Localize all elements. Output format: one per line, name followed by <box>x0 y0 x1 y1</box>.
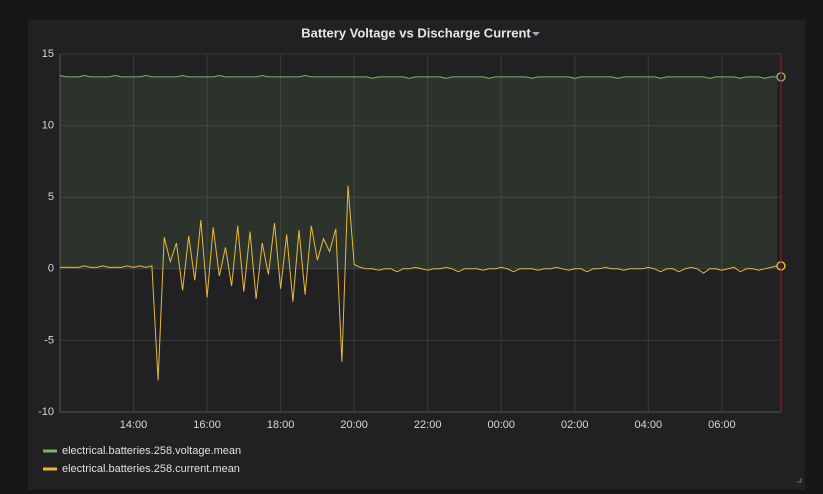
y-tick-label: -10 <box>38 406 54 418</box>
x-tick-label: 06:00 <box>708 419 736 431</box>
y-tick-label: 0 <box>48 263 54 275</box>
x-tick-label: 20:00 <box>340 419 368 431</box>
series-line <box>60 185 778 381</box>
x-tick-label: 04:00 <box>635 419 663 431</box>
y-tick-label: 5 <box>48 191 54 203</box>
x-tick-label: 16:00 <box>193 419 221 431</box>
y-tick-label: 10 <box>42 120 54 132</box>
x-tick-label: 14:00 <box>120 419 148 431</box>
series-area <box>60 75 777 269</box>
panel-title[interactable]: Battery Voltage vs Discharge Current <box>301 25 531 40</box>
legend-swatch <box>43 449 57 453</box>
y-tick-label: -5 <box>44 334 54 346</box>
x-tick-label: 18:00 <box>267 419 295 431</box>
plot-area: -10 -5 0 5 10 15 14:00 16:00 18:00 20:00 22:00 00:0… <box>38 48 786 475</box>
y-tick-label: 15 <box>42 48 54 60</box>
x-tick-label: 00:00 <box>487 419 515 431</box>
resize-handle[interactable] <box>797 478 802 483</box>
legend-label[interactable]: electrical.batteries.258.voltage.mean <box>62 445 241 457</box>
title-dropdown-caret[interactable] <box>532 32 540 36</box>
legend-label[interactable]: electrical.batteries.258.current.mean <box>62 463 240 475</box>
series-line <box>59 74 777 79</box>
legend-swatch <box>43 467 57 471</box>
x-tick-label: 02:00 <box>561 419 589 431</box>
x-tick-label: 22:00 <box>414 419 442 431</box>
